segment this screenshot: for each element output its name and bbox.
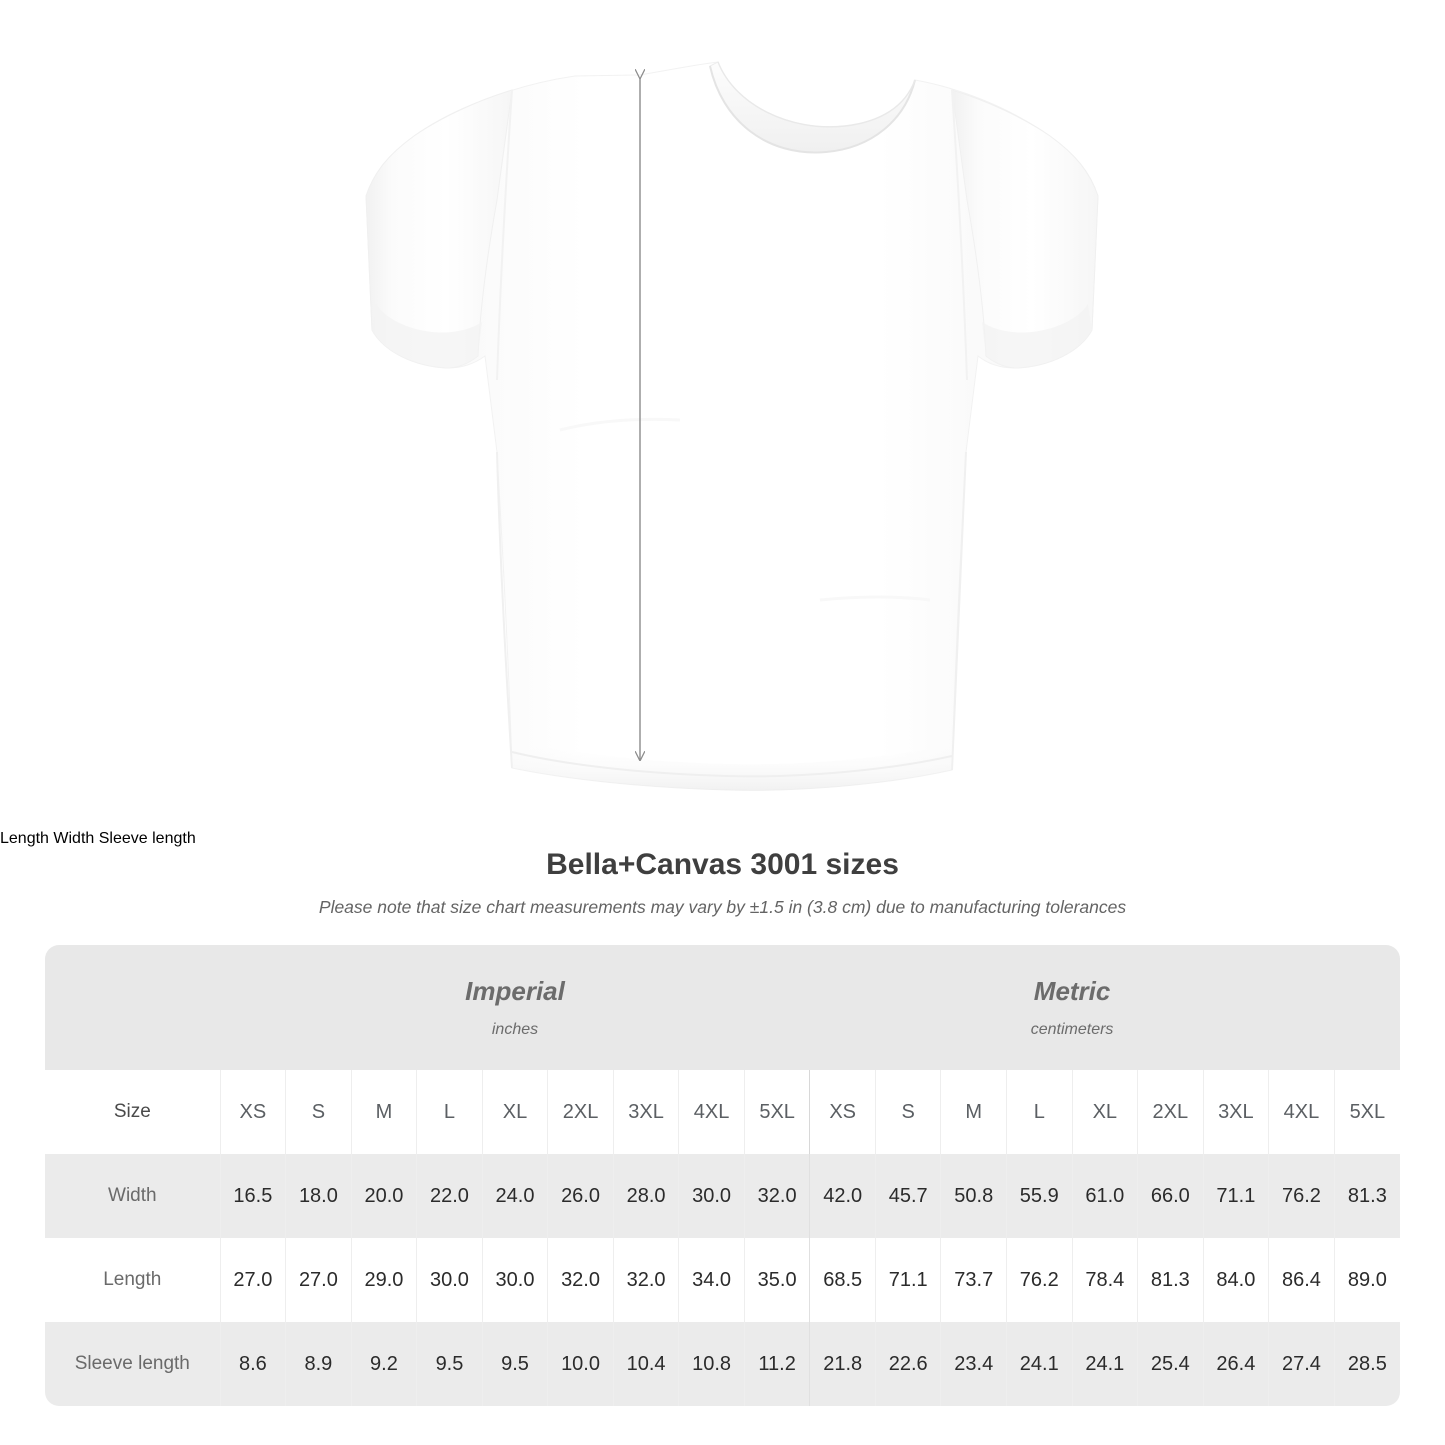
size-chart-table: Imperial inches Metric centimeters Size … (45, 945, 1400, 1406)
size-header-row: Size XS S M L XL 2XL 3XL 4XL 5XL XS S M … (45, 1070, 1400, 1154)
row-label-sleeve-length: Sleeve length (45, 1322, 221, 1406)
size-col-imperial-xs: XS (219, 1070, 286, 1154)
cell: 35.0 (743, 1238, 810, 1322)
cell: 45.7 (874, 1154, 941, 1238)
cell: 18.0 (285, 1154, 352, 1238)
cell: 34.0 (678, 1238, 745, 1322)
cell: 50.8 (940, 1154, 1007, 1238)
cell: 23.4 (940, 1322, 1007, 1406)
cell: 28.0 (612, 1154, 679, 1238)
cell: 8.9 (285, 1322, 352, 1406)
cell: 24.1 (1006, 1322, 1073, 1406)
cell: 26.0 (547, 1154, 614, 1238)
cell: 24.1 (1071, 1322, 1138, 1406)
cell: 81.3 (1333, 1154, 1400, 1238)
cell: 11.2 (743, 1322, 810, 1406)
size-col-metric-s: S (874, 1070, 941, 1154)
page-title: Bella+Canvas 3001 sizes (546, 848, 899, 881)
size-col-metric-l: L (1006, 1070, 1073, 1154)
cell: 76.2 (1268, 1154, 1335, 1238)
size-col-metric-5xl: 5XL (1333, 1070, 1400, 1154)
row-label-length: Length (45, 1238, 221, 1322)
tshirt-graphic (365, 61, 1099, 791)
size-col-metric-4xl: 4XL (1268, 1070, 1335, 1154)
unit-sub-imperial: inches (491, 1021, 539, 1038)
unit-name-imperial: Imperial (465, 976, 565, 1006)
size-col-metric-2xl: 2XL (1137, 1070, 1204, 1154)
size-col-metric-m: M (940, 1070, 1007, 1154)
size-col-imperial-4xl: 4XL (678, 1070, 745, 1154)
unit-sub-metric: centimeters (1030, 1021, 1114, 1038)
size-col-imperial-2xl: 2XL (547, 1070, 614, 1154)
size-col-imperial-3xl: 3XL (612, 1070, 679, 1154)
cell: 86.4 (1268, 1238, 1335, 1322)
width-label: Width (53, 830, 95, 847)
cell: 78.4 (1071, 1238, 1138, 1322)
cell: 42.0 (809, 1154, 876, 1238)
cell: 26.4 (1202, 1322, 1269, 1406)
unit-band-spacer (45, 945, 221, 1070)
table-row-width: Width 16.5 18.0 20.0 22.0 24.0 26.0 28.0… (45, 1154, 1400, 1238)
unit-group-metric: Metric centimeters (809, 945, 1335, 1070)
unit-name-metric: Metric (1033, 976, 1111, 1006)
cell: 9.5 (416, 1322, 483, 1406)
unit-band-row: Imperial inches Metric centimeters (45, 945, 1400, 1070)
size-col-metric-xs: XS (809, 1070, 876, 1154)
cell: 10.4 (612, 1322, 679, 1406)
cell: 28.5 (1333, 1322, 1400, 1406)
cell: 21.8 (809, 1322, 876, 1406)
size-header-label: Size (45, 1070, 221, 1154)
cell: 55.9 (1006, 1154, 1073, 1238)
cell: 9.2 (350, 1322, 417, 1406)
unit-group-imperial: Imperial inches (220, 945, 810, 1070)
cell: 71.1 (874, 1238, 941, 1322)
cell: 27.0 (285, 1238, 352, 1322)
cell: 22.0 (416, 1154, 483, 1238)
cell: 22.6 (874, 1322, 941, 1406)
cell: 29.0 (350, 1238, 417, 1322)
cell: 89.0 (1333, 1238, 1400, 1322)
cell: 32.0 (547, 1238, 614, 1322)
size-col-imperial-xl: XL (481, 1070, 548, 1154)
cell: 25.4 (1137, 1322, 1204, 1406)
cell: 20.0 (350, 1154, 417, 1238)
cell: 68.5 (809, 1238, 876, 1322)
cell: 27.0 (219, 1238, 286, 1322)
cell: 30.0 (481, 1238, 548, 1322)
cell: 71.1 (1202, 1154, 1269, 1238)
tolerance-note: Please note that size chart measurements… (318, 897, 1127, 917)
tshirt-measurement-illustration: Length Width Sleeve length (0, 61, 1099, 847)
size-col-imperial-l: L (416, 1070, 483, 1154)
size-col-metric-xl: XL (1071, 1070, 1138, 1154)
cell: 30.0 (416, 1238, 483, 1322)
cell: 61.0 (1071, 1154, 1138, 1238)
table-row-sleeve-length: Sleeve length 8.6 8.9 9.2 9.5 9.5 10.0 1… (45, 1322, 1400, 1406)
cell: 84.0 (1202, 1238, 1269, 1322)
cell: 30.0 (678, 1154, 745, 1238)
size-col-metric-3xl: 3XL (1202, 1070, 1269, 1154)
cell: 10.8 (678, 1322, 745, 1406)
row-label-width: Width (45, 1154, 221, 1238)
cell: 81.3 (1137, 1238, 1204, 1322)
size-col-imperial-m: M (350, 1070, 417, 1154)
cell: 27.4 (1268, 1322, 1335, 1406)
cell: 16.5 (219, 1154, 286, 1238)
unit-band-spacer-right (1334, 945, 1400, 1070)
cell: 73.7 (940, 1238, 1007, 1322)
table-row-length: Length 27.0 27.0 29.0 30.0 30.0 32.0 32.… (45, 1238, 1400, 1322)
length-label: Length (0, 830, 49, 847)
cell: 66.0 (1137, 1154, 1204, 1238)
cell: 32.0 (612, 1238, 679, 1322)
sleeve-length-label: Sleeve length (98, 830, 196, 847)
cell: 10.0 (547, 1322, 614, 1406)
cell: 76.2 (1006, 1238, 1073, 1322)
cell: 8.6 (219, 1322, 286, 1406)
cell: 32.0 (743, 1154, 810, 1238)
size-col-imperial-s: S (285, 1070, 352, 1154)
cell: 24.0 (481, 1154, 548, 1238)
cell: 9.5 (481, 1322, 548, 1406)
size-col-imperial-5xl: 5XL (743, 1070, 810, 1154)
